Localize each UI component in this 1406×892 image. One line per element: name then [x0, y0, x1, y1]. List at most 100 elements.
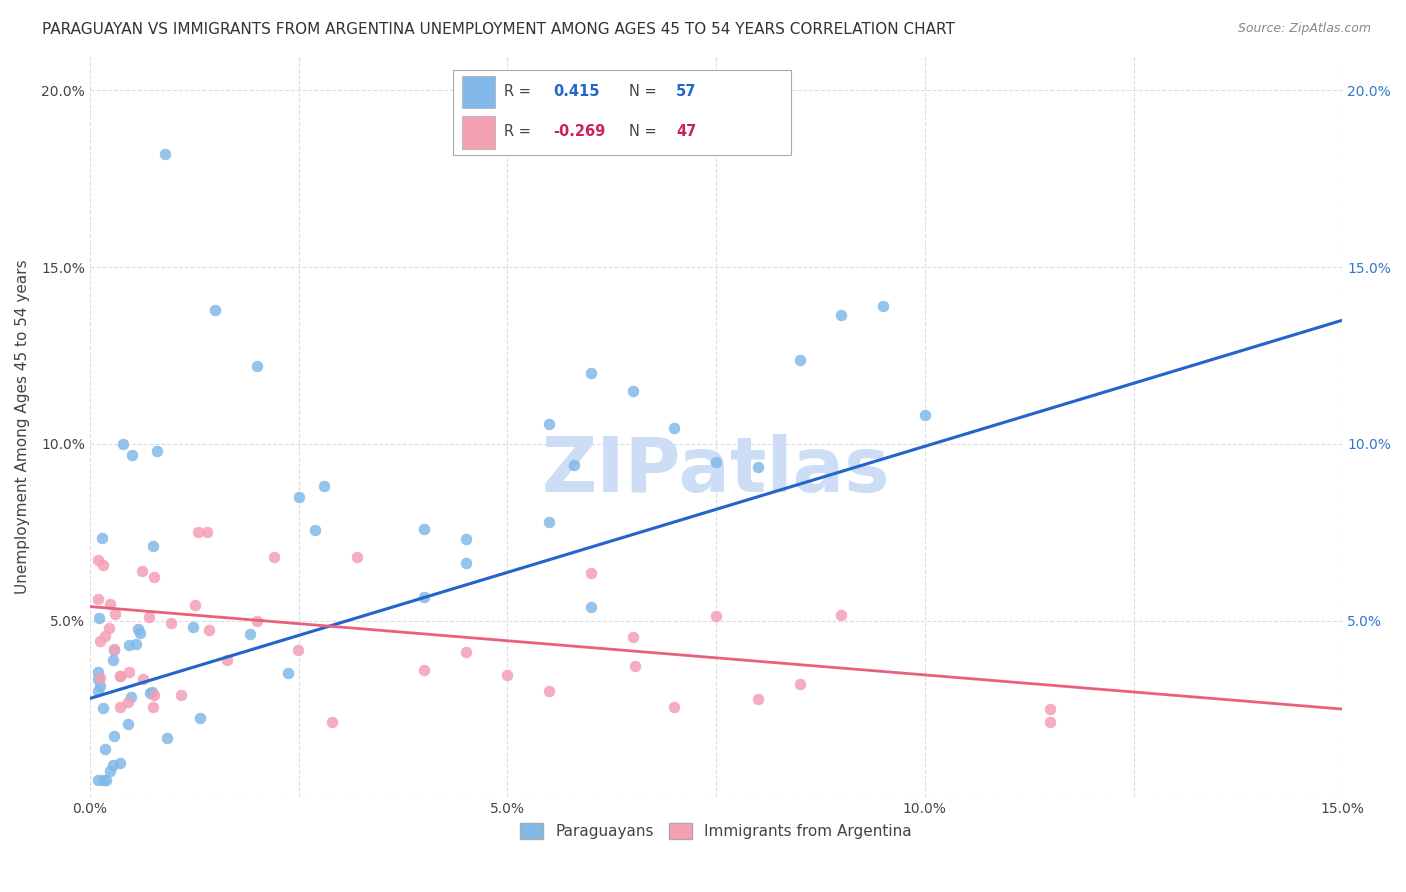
Point	[143, 570, 166, 584]
Point	[108, 699, 131, 714]
Point	[93, 701, 115, 715]
Point	[287, 490, 309, 504]
Point	[101, 653, 124, 667]
Text: ZIPatlas: ZIPatlas	[541, 434, 890, 508]
Point	[747, 691, 769, 706]
Point	[153, 147, 176, 161]
Point	[103, 642, 125, 657]
Point	[538, 515, 561, 529]
Point	[101, 757, 124, 772]
Point	[538, 683, 561, 698]
Point	[579, 600, 602, 615]
Point	[87, 611, 110, 625]
Point	[1039, 702, 1062, 716]
Point	[188, 711, 211, 725]
Point	[579, 566, 602, 580]
Point	[94, 772, 117, 787]
Point	[110, 669, 132, 683]
Point	[87, 553, 110, 567]
Point	[195, 525, 218, 540]
Point	[91, 772, 114, 787]
Point	[131, 564, 153, 578]
Point	[170, 688, 193, 702]
Point	[145, 444, 167, 458]
Point	[538, 417, 561, 431]
Point	[87, 772, 110, 787]
Point	[496, 668, 519, 682]
Point	[664, 700, 686, 714]
Point	[89, 671, 111, 685]
Text: Source: ZipAtlas.com: Source: ZipAtlas.com	[1237, 22, 1371, 36]
Point	[412, 663, 434, 677]
Point	[156, 731, 179, 746]
Point	[138, 609, 160, 624]
Point	[87, 665, 110, 679]
Point	[624, 659, 647, 673]
Point	[321, 714, 343, 729]
Point	[454, 645, 477, 659]
Point	[89, 679, 111, 693]
Point	[91, 558, 114, 573]
Point	[830, 608, 852, 623]
Point	[830, 308, 852, 322]
Point	[87, 684, 110, 698]
Point	[132, 673, 155, 687]
Point	[93, 742, 115, 756]
Point	[621, 630, 644, 644]
Point	[246, 614, 269, 628]
Point	[181, 620, 204, 634]
Point	[98, 764, 121, 778]
Point	[98, 597, 121, 611]
Point	[112, 437, 135, 451]
Point	[87, 592, 110, 607]
Point	[117, 716, 139, 731]
Point	[97, 621, 120, 635]
Point	[103, 729, 125, 743]
Point	[312, 479, 335, 493]
Point	[346, 550, 368, 565]
Point	[562, 458, 585, 472]
Point	[118, 665, 141, 679]
Point	[124, 637, 146, 651]
Point	[120, 690, 142, 704]
Point	[127, 622, 149, 636]
Point	[117, 638, 139, 652]
Point	[117, 695, 139, 709]
Point	[103, 642, 125, 657]
Point	[141, 685, 163, 699]
Point	[87, 672, 110, 686]
Point	[143, 689, 166, 703]
Point	[664, 421, 686, 435]
Point	[454, 533, 477, 547]
Point	[198, 623, 221, 637]
Point	[1039, 714, 1062, 729]
Point	[747, 460, 769, 475]
Point	[412, 522, 434, 536]
Point	[789, 353, 811, 368]
Point	[184, 599, 207, 613]
Point	[108, 669, 131, 683]
Point	[704, 455, 727, 469]
Point	[104, 607, 127, 622]
Text: PARAGUAYAN VS IMMIGRANTS FROM ARGENTINA UNEMPLOYMENT AMONG AGES 45 TO 54 YEARS C: PARAGUAYAN VS IMMIGRANTS FROM ARGENTINA …	[42, 22, 955, 37]
Point	[412, 591, 434, 605]
Point	[160, 616, 183, 631]
Point	[89, 634, 111, 648]
Point	[94, 629, 117, 643]
Point	[246, 359, 269, 374]
Point	[204, 302, 226, 317]
Point	[142, 539, 165, 553]
Point	[110, 756, 132, 770]
Point	[139, 686, 162, 700]
Point	[304, 523, 326, 537]
Point	[704, 609, 727, 624]
Y-axis label: Unemployment Among Ages 45 to 54 years: Unemployment Among Ages 45 to 54 years	[15, 259, 30, 593]
Point	[579, 366, 602, 380]
Point	[239, 627, 262, 641]
Point	[454, 556, 477, 570]
Point	[789, 677, 811, 691]
Legend: Paraguayans, Immigrants from Argentina: Paraguayans, Immigrants from Argentina	[515, 817, 918, 846]
Point	[914, 408, 936, 422]
Point	[121, 448, 143, 462]
Point	[128, 625, 150, 640]
